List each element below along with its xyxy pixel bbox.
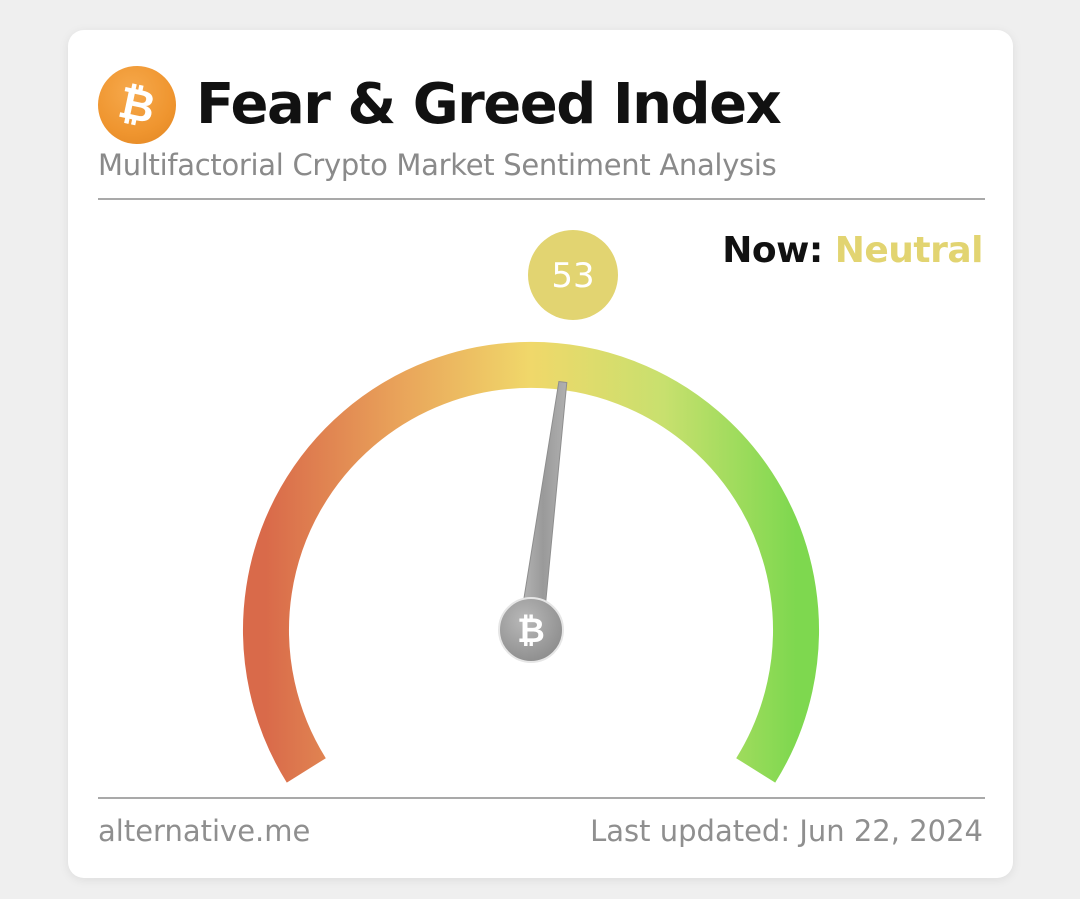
gauge-needle [518, 380, 568, 633]
fear-greed-card: ₿ Fear & Greed Index Multifactorial Cryp… [68, 30, 1013, 878]
bottom-divider [98, 797, 985, 799]
gauge-arc [243, 341, 819, 783]
page-subtitle: Multifactorial Crypto Market Sentiment A… [98, 148, 777, 182]
current-status: Now: Neutral [722, 230, 983, 271]
hub-bitcoin-icon: ₿ [517, 611, 545, 651]
gauge-value: 53 [551, 256, 594, 296]
card-header: ₿ Fear & Greed Index [90, 58, 782, 152]
gauge-hub: ₿ [498, 597, 564, 663]
top-divider [98, 198, 985, 200]
now-label: Now: [722, 230, 823, 271]
last-updated: Last updated: Jun 22, 2024 [590, 814, 983, 848]
page-title: Fear & Greed Index [196, 72, 782, 137]
now-value: Neutral [834, 230, 984, 271]
source-link[interactable]: alternative.me [98, 814, 311, 848]
value-badge: 53 [528, 230, 618, 320]
sentiment-gauge: ₿ 53 [243, 230, 819, 783]
